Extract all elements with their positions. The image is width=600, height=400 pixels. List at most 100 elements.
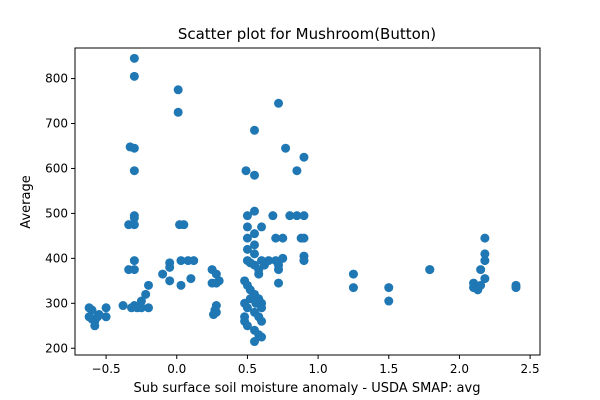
data-point <box>129 220 139 230</box>
data-point <box>173 85 183 95</box>
data-point <box>165 276 175 286</box>
data-point <box>274 265 284 275</box>
data-point <box>101 303 111 313</box>
data-point <box>476 265 486 275</box>
data-point <box>158 269 168 279</box>
data-point <box>176 256 186 266</box>
data-point <box>129 53 139 63</box>
data-point <box>257 303 267 313</box>
x-tick-label: 0.0 <box>167 362 186 376</box>
data-point <box>268 211 278 221</box>
data-point <box>129 265 139 275</box>
data-point <box>257 332 267 342</box>
data-point <box>179 220 189 230</box>
data-point <box>257 222 267 232</box>
data-point <box>93 312 103 322</box>
data-point <box>176 280 186 290</box>
data-point <box>299 256 309 266</box>
data-point <box>348 269 358 279</box>
data-point <box>141 289 151 299</box>
data-point <box>250 206 259 216</box>
data-point <box>129 256 139 266</box>
data-point <box>292 211 302 221</box>
data-point <box>480 256 490 266</box>
data-point <box>425 265 435 275</box>
data-point <box>285 211 295 221</box>
data-point <box>129 71 139 81</box>
chart-title: Scatter plot for Mushroom(Button) <box>178 25 436 43</box>
data-point <box>384 283 394 293</box>
data-point <box>511 283 521 293</box>
data-point <box>348 283 358 293</box>
data-point <box>165 262 175 272</box>
data-point <box>136 303 146 313</box>
data-point <box>299 152 309 162</box>
x-tick-label: 2.0 <box>450 362 469 376</box>
data-point <box>250 125 259 135</box>
data-point <box>476 280 486 290</box>
data-point <box>250 337 259 347</box>
data-point <box>186 274 196 284</box>
data-point <box>250 229 259 239</box>
y-tick-label: 600 <box>45 161 68 175</box>
y-tick-label: 300 <box>45 296 68 310</box>
y-tick-label: 500 <box>45 206 68 220</box>
data-point <box>144 280 153 290</box>
data-point <box>101 312 111 322</box>
data-point <box>242 321 252 331</box>
x-axis-label: Sub surface soil moisture anomaly - USDA… <box>134 381 481 396</box>
data-point <box>281 143 291 153</box>
data-point <box>254 269 264 279</box>
y-tick-label: 200 <box>45 341 68 355</box>
data-point <box>480 249 490 259</box>
data-point <box>274 278 284 288</box>
data-point <box>278 233 288 243</box>
x-tick-label: 2.5 <box>521 362 540 376</box>
data-point <box>242 211 252 221</box>
data-point <box>299 211 309 221</box>
data-point <box>250 249 259 259</box>
x-tick-label: −0.5 <box>92 362 121 376</box>
data-point <box>90 321 100 331</box>
data-point <box>211 269 221 279</box>
data-point <box>173 107 183 117</box>
data-point <box>189 256 199 266</box>
data-point <box>129 143 139 153</box>
data-point <box>144 303 153 313</box>
data-point <box>274 98 284 108</box>
data-point <box>384 296 394 306</box>
data-point <box>292 166 302 176</box>
y-tick-label: 400 <box>45 251 68 265</box>
data-point <box>271 233 281 243</box>
data-point <box>242 244 252 254</box>
x-tick-label: 1.0 <box>309 362 328 376</box>
data-point <box>129 166 139 176</box>
data-point <box>241 166 251 176</box>
data-point <box>214 276 224 286</box>
x-axis-ticks: −0.5 0.0 0.5 1.0 1.5 2.0 2.5 <box>92 355 540 376</box>
data-point <box>136 296 146 306</box>
plot-frame <box>74 47 541 356</box>
data-point <box>480 233 490 243</box>
data-point <box>118 301 128 311</box>
points-layer <box>84 53 521 347</box>
data-point <box>209 310 219 320</box>
y-tick-label: 800 <box>45 72 68 86</box>
data-point <box>299 233 309 243</box>
y-tick-label: 700 <box>45 117 68 131</box>
data-point <box>129 213 139 223</box>
data-point <box>87 305 97 315</box>
x-tick-label: 0.5 <box>238 362 257 376</box>
data-point <box>250 240 259 250</box>
x-tick-label: 1.5 <box>379 362 398 376</box>
y-axis-ticks: 200 300 400 500 600 700 800 <box>45 72 75 355</box>
data-point <box>250 170 259 180</box>
data-point <box>278 253 288 263</box>
data-point <box>242 222 252 232</box>
y-axis-label: Average <box>19 175 34 228</box>
data-point <box>257 316 267 326</box>
data-point <box>242 303 252 313</box>
data-point <box>259 260 269 270</box>
data-point <box>480 274 490 284</box>
